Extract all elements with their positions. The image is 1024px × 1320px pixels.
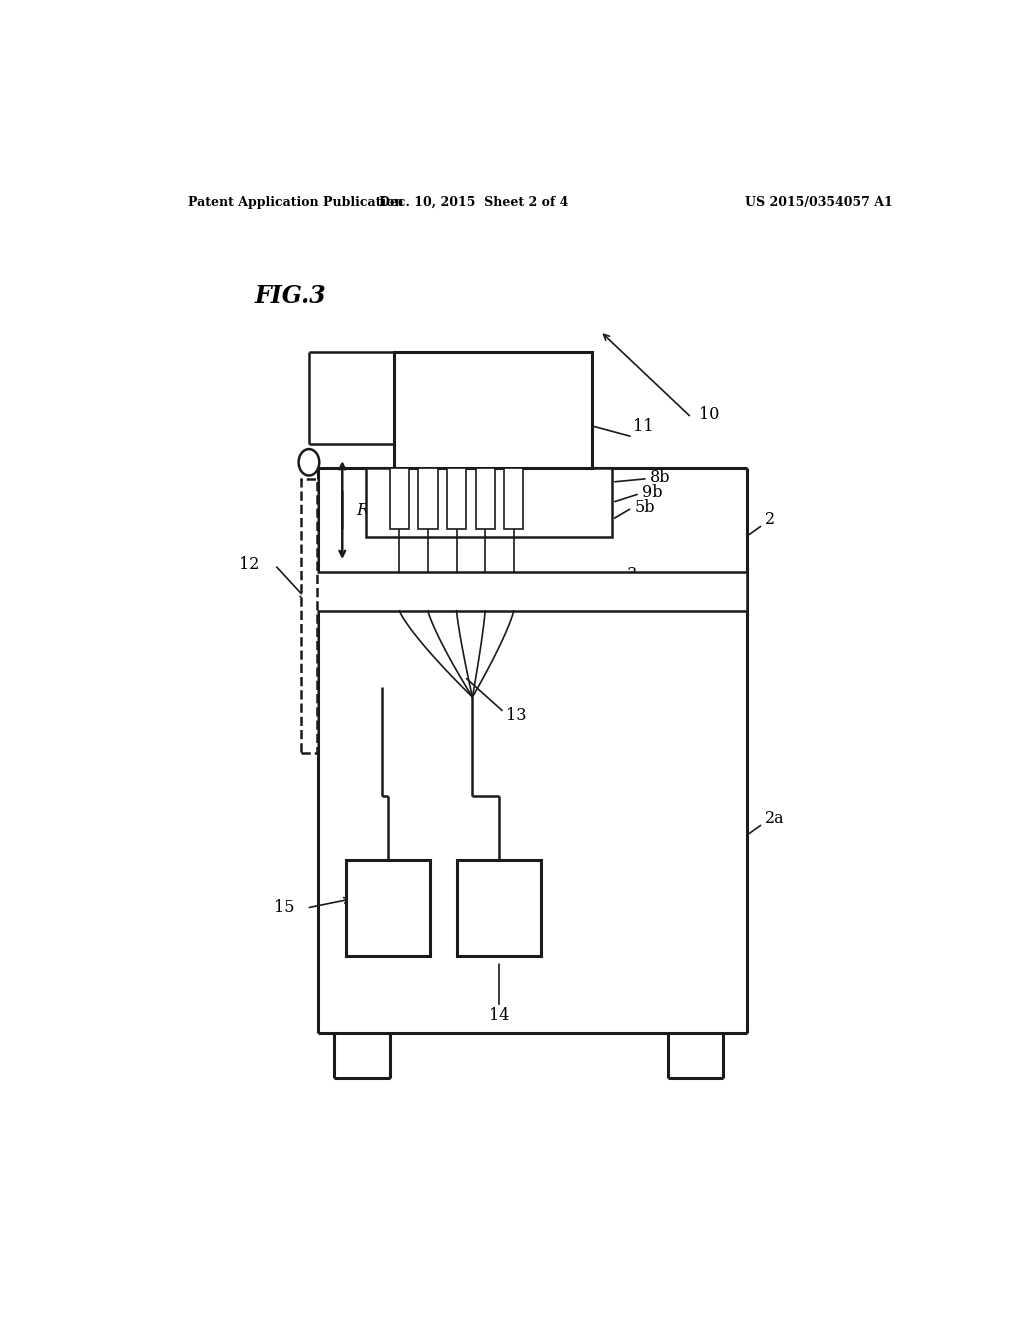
Text: 10: 10 bbox=[699, 407, 720, 422]
Text: US 2015/0354057 A1: US 2015/0354057 A1 bbox=[744, 195, 892, 209]
Text: Patent Application Publication: Patent Application Publication bbox=[187, 195, 403, 209]
Bar bbox=[301, 479, 316, 752]
Bar bbox=[367, 469, 612, 536]
Bar bbox=[346, 859, 430, 956]
Bar bbox=[447, 469, 466, 529]
Text: 14: 14 bbox=[488, 1007, 509, 1024]
Bar bbox=[419, 469, 437, 529]
Text: 2a: 2a bbox=[765, 809, 784, 826]
Text: 9b: 9b bbox=[642, 483, 663, 500]
Text: FIG.3: FIG.3 bbox=[255, 284, 327, 308]
Text: 15: 15 bbox=[274, 899, 295, 916]
Bar bbox=[475, 469, 495, 529]
Bar bbox=[458, 859, 541, 956]
Text: R: R bbox=[356, 502, 369, 519]
Text: 12: 12 bbox=[239, 557, 259, 573]
Text: 2: 2 bbox=[765, 511, 774, 528]
Bar bbox=[504, 469, 523, 529]
Bar bbox=[390, 469, 409, 529]
Text: 13: 13 bbox=[506, 708, 526, 723]
Bar bbox=[394, 351, 592, 469]
Text: 11: 11 bbox=[633, 418, 653, 434]
Text: 5b: 5b bbox=[634, 499, 654, 516]
Text: Dec. 10, 2015  Sheet 2 of 4: Dec. 10, 2015 Sheet 2 of 4 bbox=[379, 195, 568, 209]
Text: 3: 3 bbox=[627, 565, 637, 582]
Text: 8b: 8b bbox=[650, 469, 671, 486]
Bar bbox=[314, 572, 748, 611]
